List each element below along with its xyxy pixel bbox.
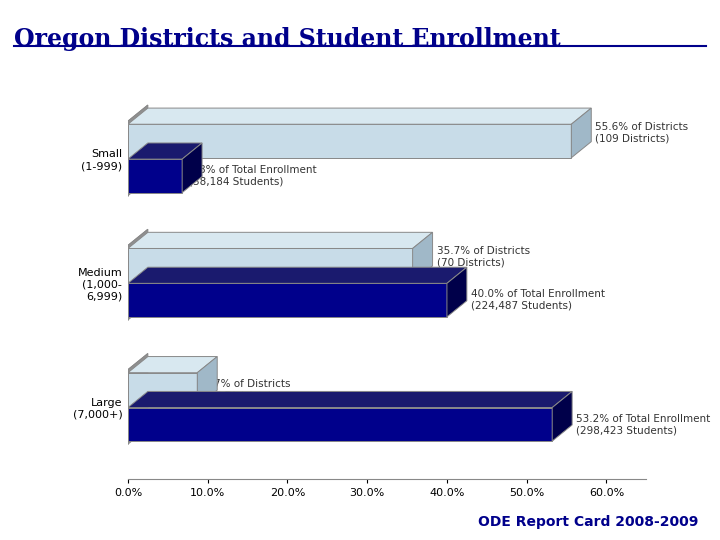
Text: 35.7% of Districts
(70 Districts): 35.7% of Districts (70 Districts): [436, 246, 530, 268]
Polygon shape: [128, 108, 591, 124]
Polygon shape: [572, 108, 591, 158]
Bar: [128, 408, 552, 441]
Bar: [128, 284, 447, 317]
Text: 55.6% of Districts
(109 Districts): 55.6% of Districts (109 Districts): [595, 122, 688, 144]
Polygon shape: [128, 354, 148, 444]
Polygon shape: [128, 230, 148, 245]
Text: 40.0% of Total Enrollment
(224,487 Students): 40.0% of Total Enrollment (224,487 Stude…: [471, 289, 605, 311]
Polygon shape: [413, 232, 433, 282]
Bar: [128, 373, 197, 406]
Text: 53.2% of Total Enrollment
(298,423 Students): 53.2% of Total Enrollment (298,423 Stude…: [576, 414, 711, 435]
Text: 6.8% of Total Enrollment
(38,184 Students): 6.8% of Total Enrollment (38,184 Student…: [189, 165, 316, 187]
Polygon shape: [552, 392, 572, 441]
Text: ODE Report Card 2008-2009: ODE Report Card 2008-2009: [478, 515, 698, 529]
Polygon shape: [128, 143, 202, 159]
Polygon shape: [128, 267, 467, 284]
Polygon shape: [128, 232, 433, 248]
Bar: [128, 159, 182, 193]
Polygon shape: [128, 392, 572, 408]
Polygon shape: [128, 354, 148, 370]
Polygon shape: [128, 105, 148, 195]
Polygon shape: [128, 105, 148, 121]
Bar: [128, 248, 413, 282]
Text: Oregon Districts and Student Enrollment: Oregon Districts and Student Enrollment: [14, 27, 561, 51]
Polygon shape: [182, 143, 202, 193]
Bar: [128, 124, 572, 158]
Polygon shape: [128, 230, 148, 320]
Polygon shape: [197, 356, 217, 406]
Text: 8.7% of Districts
(17 Districts): 8.7% of Districts (17 Districts): [204, 379, 290, 400]
Polygon shape: [128, 356, 217, 373]
Polygon shape: [447, 267, 467, 317]
